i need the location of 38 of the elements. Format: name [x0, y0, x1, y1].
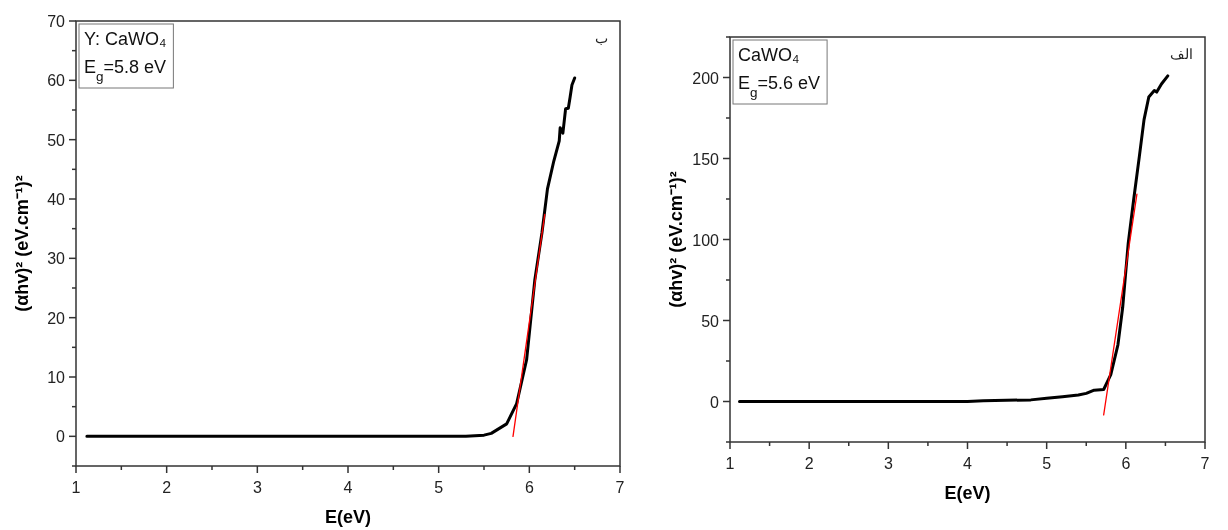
- y-tick-label: 40: [47, 191, 66, 208]
- y-tick-label: 60: [47, 72, 66, 90]
- x-tick-label: 4: [343, 479, 353, 496]
- y-tick-label: 0: [710, 393, 720, 411]
- x-tick-label: 2: [804, 455, 814, 472]
- x-axis-title: E(eV): [944, 483, 991, 503]
- annotation: الف: [1170, 46, 1193, 62]
- annotation: ب: [595, 30, 608, 46]
- x-tick-label: 7: [615, 479, 625, 496]
- x-axis-title: E(eV): [324, 507, 372, 527]
- annotation: Y: CaWO₄: [84, 29, 167, 49]
- x-tick-label: 5: [434, 479, 444, 496]
- line-series: [738, 74, 1170, 403]
- x-tick-label: 6: [1121, 455, 1131, 472]
- y-tick-label: 150: [692, 150, 720, 168]
- y-tick-label: 200: [692, 69, 720, 87]
- y-tick-label: 70: [47, 13, 66, 30]
- annotation: E$_{g}$=5.8 eV: [84, 57, 167, 84]
- x-tick-label: 1: [71, 479, 81, 496]
- y-tick-label: 0: [56, 428, 66, 446]
- y-tick-label: 50: [47, 131, 66, 149]
- x-tick-label: 3: [883, 455, 893, 472]
- y-tick-label: 20: [47, 309, 66, 327]
- x-tick-label: 7: [1200, 455, 1210, 472]
- y-axis-title: (αhv)² (eV.cm⁻¹)²: [666, 171, 686, 308]
- x-tick-label: 5: [1042, 455, 1052, 472]
- x-tick-label: 1: [725, 455, 735, 472]
- y-tick-label: 100: [692, 231, 720, 249]
- x-tick-label: 2: [162, 479, 172, 496]
- x-tick-label: 6: [524, 479, 534, 496]
- y-tick-label: 30: [47, 250, 66, 268]
- y-tick-label: 50: [701, 312, 720, 330]
- x-tick-label: 4: [963, 455, 973, 472]
- x-tick-label: 3: [252, 479, 262, 496]
- y-tick-label: 10: [47, 369, 66, 386]
- y-axis-title: (αhv)² (eV.cm⁻¹)²: [12, 175, 32, 312]
- annotation: E$_{g}$=5.6 eV: [738, 73, 821, 100]
- annotation: CaWO₄: [738, 45, 800, 65]
